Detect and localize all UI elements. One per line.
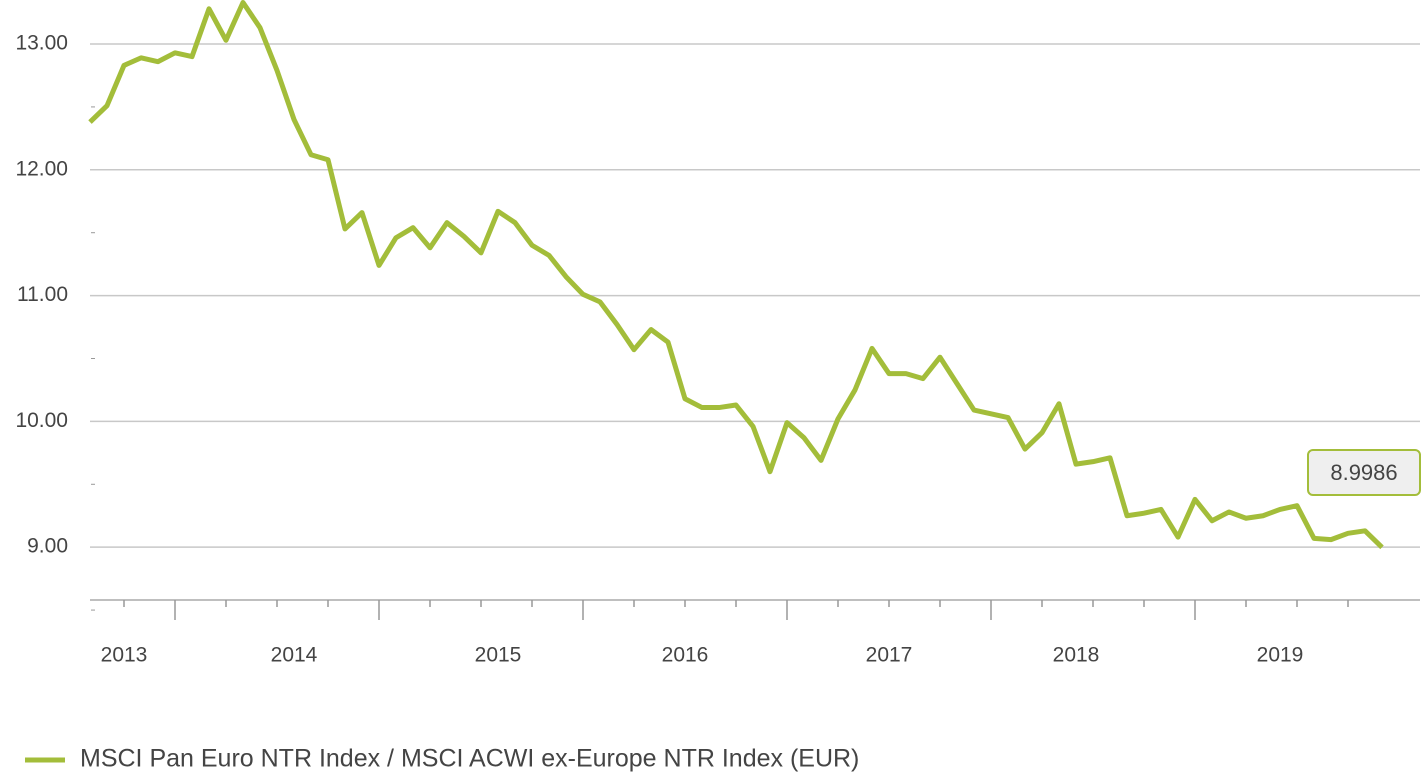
x-tick-label: 2013 [101,644,148,667]
x-tick-label: 2019 [1257,644,1304,667]
x-tick-label: 2018 [1053,644,1100,667]
value-label-box [1307,449,1421,496]
y-tick-label: 11.00 [17,283,68,306]
x-tick-label: 2017 [866,644,913,667]
y-tick-label: 10.00 [15,409,68,432]
y-tick-label: 12.00 [15,157,68,180]
series-line [88,0,1384,550]
y-tick-label: 13.00 [15,32,68,55]
value-label: 8.9986 [1330,460,1397,485]
x-tick-label: 2014 [271,644,318,667]
y-tick-label: 9.00 [27,535,68,558]
legend-label: MSCI Pan Euro NTR Index / MSCI ACWI ex-E… [80,745,859,773]
x-tick-label: 2015 [475,644,522,667]
x-tick-label: 2016 [662,644,709,667]
